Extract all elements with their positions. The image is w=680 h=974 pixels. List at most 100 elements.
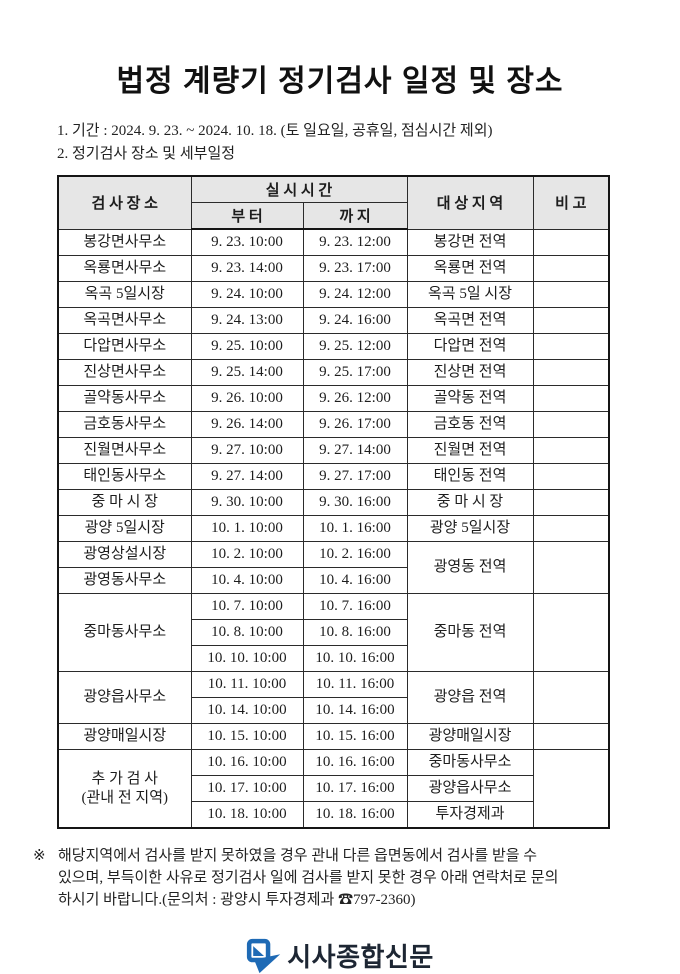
remark-cell bbox=[532, 593, 610, 672]
footnote: ※ 해당지역에서 검사를 받지 못하였을 경우 관내 다른 읍면동에서 검사를 … bbox=[33, 845, 639, 911]
to-cell: 9. 24. 12:00 bbox=[302, 281, 408, 308]
from-cell: 10. 8. 10:00 bbox=[190, 619, 304, 646]
from-cell: 9. 23. 10:00 bbox=[190, 228, 304, 256]
from-cell: 9. 27. 10:00 bbox=[190, 437, 304, 464]
to-cell: 9. 25. 12:00 bbox=[302, 333, 408, 360]
inspection-schedule-table: 검 사 장 소 실 시 시 간 대 상 지 역 비 고 부 터 까 지 봉강면사… bbox=[57, 175, 611, 829]
to-cell: 9. 27. 14:00 bbox=[302, 437, 408, 464]
from-cell: 9. 23. 14:00 bbox=[190, 255, 304, 282]
table-row: 진월면사무소 9. 27. 10:00 9. 27. 14:00 진월면 전역 bbox=[57, 437, 610, 464]
place-cell: 광양읍사무소 bbox=[57, 671, 192, 724]
place-cell: 중 마 시 장 bbox=[57, 489, 192, 516]
remark-cell bbox=[532, 515, 610, 542]
intro-line-period: 1. 기간 : 2024. 9. 23. ~ 2024. 10. 18. (토 … bbox=[57, 123, 493, 139]
table-row: 광영동사무소 10. 4. 10:00 10. 4. 16:00 bbox=[57, 567, 609, 594]
place-cell: 중마동사무소 bbox=[57, 593, 192, 672]
place-cell: 옥곡면사무소 bbox=[57, 307, 192, 334]
place-cell: 광영상설시장 bbox=[57, 541, 192, 568]
from-cell: 9. 30. 10:00 bbox=[190, 489, 304, 516]
intro-line-schedule: 2. 정기검사 장소 및 세부일정 bbox=[57, 146, 236, 162]
remark-cell bbox=[532, 255, 610, 282]
to-cell: 9. 23. 17:00 bbox=[302, 255, 408, 282]
to-cell: 10. 10. 16:00 bbox=[302, 645, 408, 672]
place-cell: 광양 5일시장 bbox=[57, 515, 192, 542]
table-row: 광양읍사무소 10. 11. 10:00 10. 11. 16:00 광양읍 전역 bbox=[57, 671, 610, 724]
area-cell: 투자경제과 bbox=[406, 801, 534, 829]
place-cell: 진상면사무소 bbox=[57, 359, 192, 386]
footnote-lines: 해당지역에서 검사를 받지 못하였을 경우 관내 다른 읍면동에서 검사를 받을… bbox=[58, 845, 639, 911]
from-cell: 10. 4. 10:00 bbox=[190, 567, 304, 594]
header-place: 검 사 장 소 bbox=[57, 175, 192, 230]
to-cell: 10. 4. 16:00 bbox=[302, 567, 408, 594]
to-cell: 10. 14. 16:00 bbox=[302, 697, 408, 724]
area-cell: 광영동 전역 bbox=[406, 541, 534, 594]
footnote-line: 있으며, 부득이한 사유로 정기검사 일에 검사를 받지 못한 경우 아래 연락… bbox=[58, 870, 559, 886]
from-cell: 10. 16. 10:00 bbox=[190, 749, 304, 776]
from-cell: 9. 27. 14:00 bbox=[190, 463, 304, 490]
place-cell: 옥곡 5일시장 bbox=[57, 281, 192, 308]
table-body: 봉강면사무소 9. 23. 10:00 9. 23. 12:00 봉강면 전역 옥룡면사… bbox=[57, 228, 610, 829]
to-cell: 10. 17. 16:00 bbox=[302, 775, 408, 802]
table-row: 봉강면사무소 9. 23. 10:00 9. 23. 12:00 봉강면 전역 bbox=[57, 228, 610, 256]
place-cell: 다압면사무소 bbox=[57, 333, 192, 360]
publisher-logo: 시사종합신문 bbox=[0, 937, 680, 974]
table-row: 중마동사무소 10. 7. 10:00 10. 7. 16:00 중마동 전역 bbox=[57, 593, 610, 672]
place-cell: 금호동사무소 bbox=[57, 411, 192, 438]
header-remarks: 비 고 bbox=[532, 175, 610, 230]
newspaper-book-icon bbox=[247, 938, 281, 973]
area-cell: 광양 5일시장 bbox=[406, 515, 534, 542]
area-cell: 봉강면 전역 bbox=[406, 228, 534, 256]
area-cell: 진상면 전역 bbox=[406, 359, 534, 386]
area-cell: 옥룡면 전역 bbox=[406, 255, 534, 282]
area-cell: 금호동 전역 bbox=[406, 411, 534, 438]
from-cell: 9. 25. 10:00 bbox=[190, 333, 304, 360]
to-cell: 10. 7. 16:00 bbox=[302, 593, 408, 620]
from-cell: 9. 26. 10:00 bbox=[190, 385, 304, 412]
to-cell: 9. 26. 17:00 bbox=[302, 411, 408, 438]
to-cell: 10. 15. 16:00 bbox=[302, 723, 408, 750]
remark-cell bbox=[532, 671, 610, 724]
to-cell: 9. 26. 12:00 bbox=[302, 385, 408, 412]
place-cell: 광양매일시장 bbox=[57, 723, 192, 750]
place-cell: 봉강면사무소 bbox=[57, 228, 192, 256]
area-cell: 중마동 전역 bbox=[406, 593, 534, 672]
to-cell: 10. 8. 16:00 bbox=[302, 619, 408, 646]
from-cell: 9. 26. 14:00 bbox=[190, 411, 304, 438]
table-row: 광양매일시장 10. 15. 10:00 10. 15. 16:00 광양매일시장 bbox=[57, 723, 610, 750]
remark-cell bbox=[532, 437, 610, 464]
area-cell: 옥곡면 전역 bbox=[406, 307, 534, 334]
header-area: 대 상 지 역 bbox=[406, 175, 534, 230]
from-cell: 10. 14. 10:00 bbox=[190, 697, 304, 724]
from-cell: 10. 17. 10:00 bbox=[190, 775, 304, 802]
header-row-2: 부 터 까 지 bbox=[58, 202, 609, 230]
area-cell: 중 마 시 장 bbox=[406, 489, 534, 516]
footnote-line: 하시기 바랍니다.(문의처 : 광양시 투자경제과 ☎797-2360) bbox=[58, 892, 416, 908]
remark-cell bbox=[532, 541, 610, 594]
intro-section: 1. 기간 : 2024. 9. 23. ~ 2024. 10. 18. (토 … bbox=[57, 120, 680, 166]
place-cell: 추 가 검 사 (관내 전 지역) bbox=[57, 749, 192, 829]
remark-cell bbox=[532, 489, 610, 516]
table-row: 금호동사무소 9. 26. 14:00 9. 26. 17:00 금호동 전역 bbox=[57, 411, 610, 438]
remark-cell bbox=[532, 749, 610, 829]
table-row: 다압면사무소 9. 25. 10:00 9. 25. 12:00 다압면 전역 bbox=[57, 333, 610, 360]
area-cell: 진월면 전역 bbox=[406, 437, 534, 464]
from-cell: 10. 11. 10:00 bbox=[190, 671, 304, 698]
footnote-line: 해당지역에서 검사를 받지 못하였을 경우 관내 다른 읍면동에서 검사를 받을… bbox=[58, 848, 538, 864]
publisher-name: 시사종합신문 bbox=[287, 942, 434, 972]
area-cell: 광양매일시장 bbox=[406, 723, 534, 750]
remark-cell bbox=[532, 463, 610, 490]
area-cell: 태인동 전역 bbox=[406, 463, 534, 490]
remark-cell bbox=[532, 411, 610, 438]
remark-cell bbox=[532, 333, 610, 360]
from-cell: 10. 2. 10:00 bbox=[190, 541, 304, 568]
area-cell: 다압면 전역 bbox=[406, 333, 534, 360]
from-cell: 10. 10. 10:00 bbox=[190, 645, 304, 672]
to-cell: 9. 23. 12:00 bbox=[302, 228, 408, 256]
table-row: 골약동사무소 9. 26. 10:00 9. 26. 12:00 골약동 전역 bbox=[57, 385, 610, 412]
to-cell: 9. 27. 17:00 bbox=[302, 463, 408, 490]
remark-cell bbox=[532, 228, 610, 256]
table-row: 광영상설시장 10. 2. 10:00 10. 2. 16:00 광영동 전역 bbox=[57, 541, 610, 594]
remark-cell bbox=[532, 281, 610, 308]
from-cell: 10. 1. 10:00 bbox=[190, 515, 304, 542]
table-row: 10. 18. 10:00 10. 18. 16:00 투자경제과 bbox=[58, 801, 609, 829]
